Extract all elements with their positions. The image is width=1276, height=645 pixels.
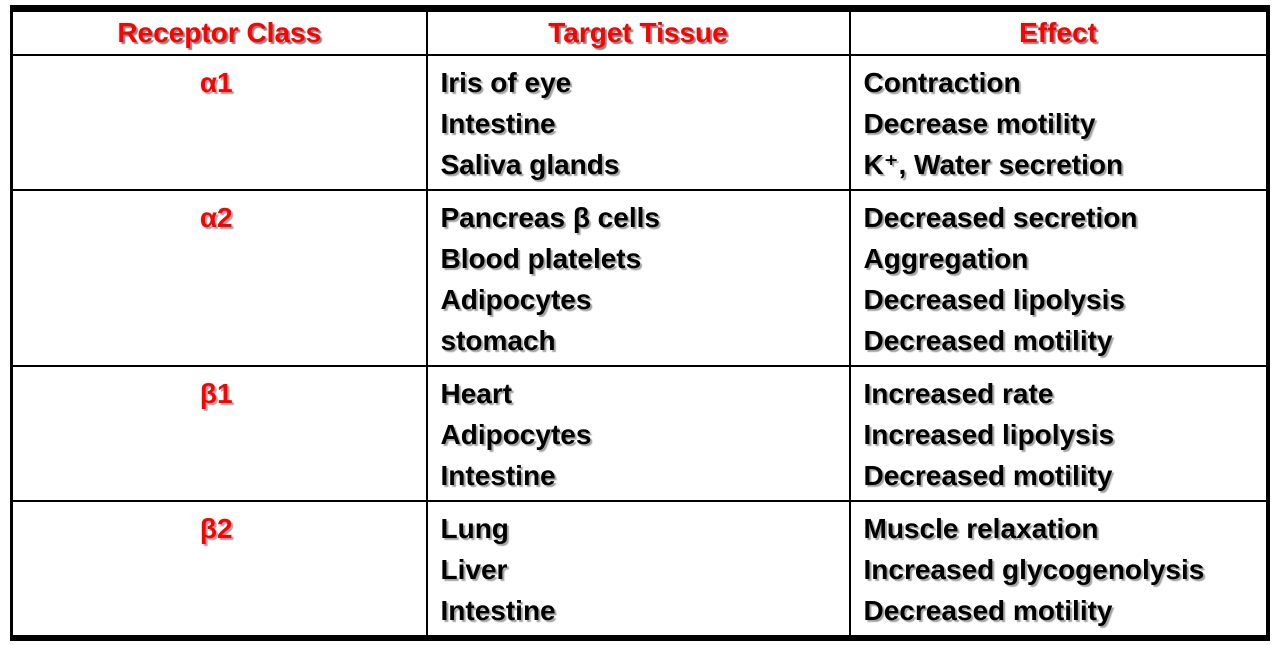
tissue-line: Adipocytes: [440, 283, 592, 315]
tissue-line: Intestine: [440, 107, 556, 139]
table-row-alpha2: α2 Pancreas β cells Blood platelets Adip…: [10, 188, 1269, 367]
column-header-effect: Effect: [848, 7, 1269, 56]
effect-cell: Muscle relaxation Increased glycogenolys…: [848, 499, 1269, 639]
effect-cell: Increased rate Increased lipolysis Decre…: [848, 364, 1269, 502]
tissue-cell: Pancreas β cells Blood platelets Adipocy…: [425, 188, 851, 367]
tissue-line: Saliva glands: [440, 148, 620, 180]
effect-line: Decreased lipolysis: [863, 283, 1125, 315]
receptor-label: β1: [199, 377, 233, 409]
tissue-line: Liver: [440, 553, 508, 585]
effect-line: Decrease motility: [863, 107, 1096, 139]
tissue-cell: Heart Adipocytes Intestine: [425, 364, 851, 502]
receptor-label: α1: [199, 66, 233, 98]
effect-line: Decreased motility: [863, 459, 1113, 491]
tissue-line: Intestine: [440, 459, 556, 491]
receptor-cell: α1: [10, 53, 428, 191]
tissue-line: Intestine: [440, 594, 556, 626]
receptor-cell: α2: [10, 188, 428, 367]
table-row-alpha1: α1 Iris of eye Intestine Saliva glands C…: [10, 53, 1269, 191]
receptor-cell: β2: [10, 499, 428, 639]
adrenergic-receptor-table: Receptor Class Target Tissue Effect α1 I…: [10, 5, 1270, 641]
effect-line: Decreased motility: [863, 594, 1113, 626]
tissue-line: Heart: [440, 377, 513, 409]
effect-line: Muscle relaxation: [863, 512, 1099, 544]
receptor-cell: β1: [10, 364, 428, 502]
column-header-receptor-class: Receptor Class: [10, 7, 428, 56]
tissue-line: stomach: [440, 324, 556, 356]
tissue-line: Pancreas β cells: [440, 201, 660, 233]
effect-line: Aggregation: [863, 242, 1029, 274]
receptor-label: β2: [199, 512, 233, 544]
table-row-beta2: β2 Lung Liver Intestine Muscle relaxatio…: [10, 499, 1269, 639]
tissue-line: Adipocytes: [440, 418, 592, 450]
tissue-cell: Lung Liver Intestine: [425, 499, 851, 639]
tissue-line: Blood platelets: [440, 242, 642, 274]
effect-cell: Decreased secretion Aggregation Decrease…: [848, 188, 1269, 367]
effect-line: Increased lipolysis: [863, 418, 1115, 450]
effect-line: Increased glycogenolysis: [863, 553, 1205, 585]
effect-cell: Contraction Decrease motility K⁺, Water …: [848, 53, 1269, 191]
effect-line: Decreased secretion: [863, 201, 1138, 233]
table-row-beta1: β1 Heart Adipocytes Intestine Increased …: [10, 364, 1269, 502]
tissue-line: Iris of eye: [440, 66, 572, 98]
effect-line: Decreased motility: [863, 324, 1113, 356]
effect-line: K⁺, Water secretion: [863, 148, 1124, 180]
effect-line: Contraction: [863, 66, 1021, 98]
column-header-target-tissue: Target Tissue: [425, 7, 851, 56]
tissue-cell: Iris of eye Intestine Saliva glands: [425, 53, 851, 191]
header-row: Receptor Class Target Tissue Effect: [10, 7, 1269, 56]
receptor-label: α2: [199, 201, 233, 233]
effect-line: Increased rate: [863, 377, 1054, 409]
tissue-line: Lung: [440, 512, 509, 544]
